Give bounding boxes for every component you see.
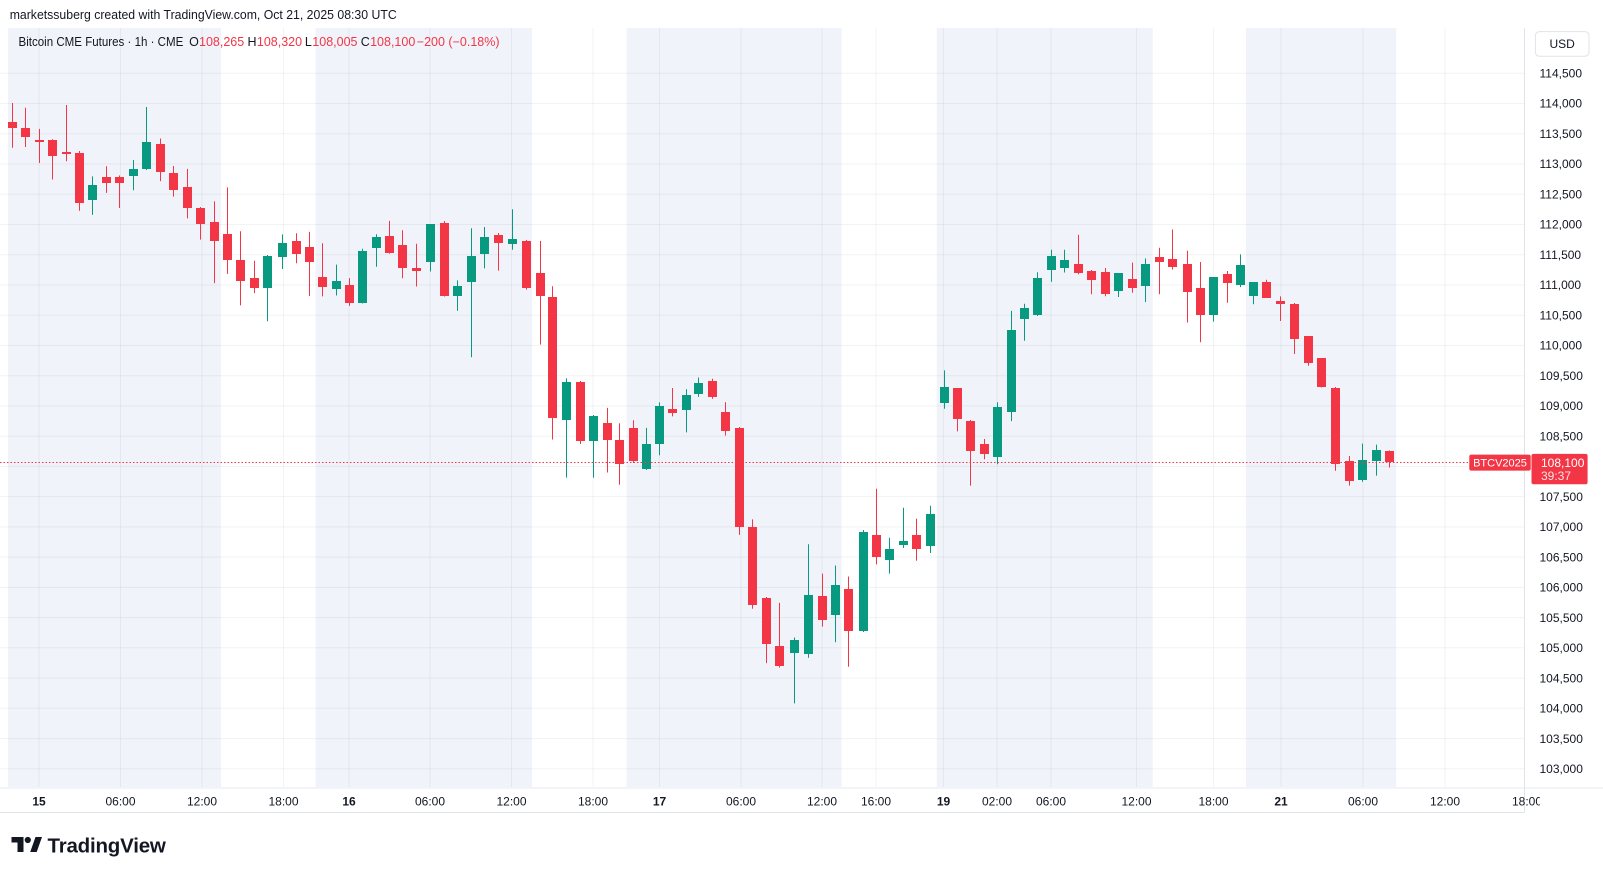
svg-text:112,500: 112,500 bbox=[1540, 188, 1583, 202]
svg-text:06:00: 06:00 bbox=[105, 795, 135, 809]
svg-text:104,500: 104,500 bbox=[1540, 671, 1584, 685]
svg-text:106,000: 106,000 bbox=[1540, 581, 1584, 595]
svg-text:109,000: 109,000 bbox=[1540, 399, 1584, 413]
svg-text:Bitcoin CME Futures · 1h · CME: Bitcoin CME Futures · 1h · CME O108,265 H1… bbox=[19, 35, 500, 49]
svg-text:06:00: 06:00 bbox=[415, 795, 445, 809]
svg-text:114,500: 114,500 bbox=[1540, 67, 1583, 81]
svg-text:06:00: 06:00 bbox=[726, 795, 756, 809]
svg-text:16: 16 bbox=[342, 795, 356, 809]
svg-text:114,000: 114,000 bbox=[1540, 97, 1583, 111]
svg-text:111,000: 111,000 bbox=[1540, 278, 1582, 292]
svg-text:105,000: 105,000 bbox=[1540, 641, 1584, 655]
svg-text:21: 21 bbox=[1274, 795, 1288, 809]
svg-text:15: 15 bbox=[32, 795, 46, 809]
svg-text:18:00: 18:00 bbox=[268, 795, 298, 809]
svg-text:18:00: 18:00 bbox=[1198, 795, 1228, 809]
svg-text:19: 19 bbox=[937, 795, 951, 809]
svg-text:110,000: 110,000 bbox=[1540, 339, 1583, 353]
svg-text:TradingView: TradingView bbox=[48, 834, 166, 857]
svg-text:USD: USD bbox=[1550, 37, 1576, 51]
svg-text:104,000: 104,000 bbox=[1540, 702, 1584, 716]
svg-text:marketssuberg created with Tra: marketssuberg created with TradingView.c… bbox=[10, 7, 397, 22]
svg-text:12:00: 12:00 bbox=[807, 795, 837, 809]
svg-text:111,500: 111,500 bbox=[1540, 248, 1582, 262]
svg-text:39:37: 39:37 bbox=[1541, 469, 1571, 483]
svg-text:02:00: 02:00 bbox=[982, 795, 1012, 809]
svg-text:108,100: 108,100 bbox=[1541, 456, 1585, 470]
svg-text:113,000: 113,000 bbox=[1540, 157, 1583, 171]
svg-text:106,500: 106,500 bbox=[1540, 550, 1584, 564]
svg-text:113,500: 113,500 bbox=[1540, 127, 1583, 141]
svg-text:BTCV2025: BTCV2025 bbox=[1473, 458, 1527, 470]
svg-text:12:00: 12:00 bbox=[187, 795, 217, 809]
svg-text:107,500: 107,500 bbox=[1540, 490, 1584, 504]
svg-text:112,000: 112,000 bbox=[1540, 218, 1583, 232]
svg-text:18:00: 18:00 bbox=[1512, 795, 1542, 809]
svg-text:103,500: 103,500 bbox=[1540, 732, 1584, 746]
svg-text:109,500: 109,500 bbox=[1540, 369, 1584, 383]
svg-text:12:00: 12:00 bbox=[1430, 795, 1460, 809]
svg-text:18:00: 18:00 bbox=[578, 795, 608, 809]
svg-text:12:00: 12:00 bbox=[496, 795, 526, 809]
svg-text:06:00: 06:00 bbox=[1036, 795, 1066, 809]
svg-text:107,000: 107,000 bbox=[1540, 520, 1584, 534]
svg-text:105,500: 105,500 bbox=[1540, 611, 1584, 625]
svg-text:16:00: 16:00 bbox=[861, 795, 891, 809]
svg-text:06:00: 06:00 bbox=[1348, 795, 1378, 809]
svg-text:12:00: 12:00 bbox=[1121, 795, 1151, 809]
svg-text:17: 17 bbox=[653, 795, 667, 809]
svg-text:110,500: 110,500 bbox=[1540, 308, 1583, 322]
svg-text:108,500: 108,500 bbox=[1540, 429, 1584, 443]
svg-text:103,000: 103,000 bbox=[1540, 762, 1584, 776]
